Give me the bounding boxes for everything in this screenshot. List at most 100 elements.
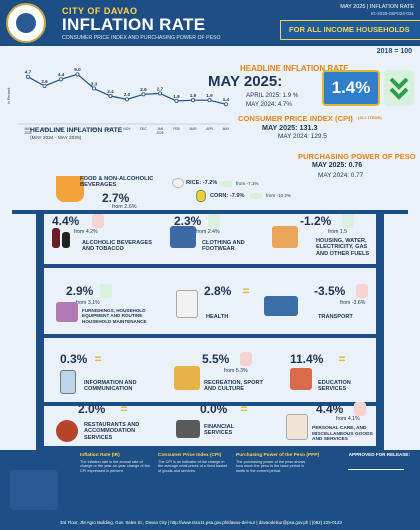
jacket-icon xyxy=(170,226,196,248)
food-from: from 2.6% xyxy=(112,204,137,210)
cpi-may-2025: MAY 2025: 131.3 xyxy=(262,123,318,132)
lotion-icon xyxy=(286,414,308,440)
commodity-label: FINANCIAL SERVICES xyxy=(204,424,235,437)
ppp-label: PURCHASING POWER OF PESO xyxy=(298,152,416,161)
x-tick-label: APR xyxy=(206,127,213,131)
x-tick-label: MAR xyxy=(189,127,197,131)
cpi-label: CONSUMER PRICE INDEX (CPI) xyxy=(238,114,353,123)
data-point xyxy=(190,98,195,103)
down-chevron-icon xyxy=(208,214,220,228)
headline-may-2024: MAY 2024: 4.7% xyxy=(246,101,292,108)
food-label: FOOD & NON-ALCOHOLIC BEVERAGES xyxy=(80,176,154,188)
x-tick-label: AUG xyxy=(74,127,81,131)
data-point xyxy=(223,102,228,107)
food-value: 2.7% xyxy=(102,191,130,205)
down-chevron-icon xyxy=(342,214,354,228)
commodity-label: EDUCATION SERVICES xyxy=(318,380,351,393)
data-label: 4.4 xyxy=(58,72,65,77)
equal-icon: = xyxy=(120,402,128,416)
data-point xyxy=(174,99,179,104)
data-point xyxy=(157,91,162,96)
up-chevron-icon xyxy=(354,402,366,416)
restaurant-icon xyxy=(56,420,78,442)
food-basket-icon xyxy=(56,176,84,202)
data-point xyxy=(141,92,146,97)
shelf-post xyxy=(376,210,384,450)
headline-may-2025: MAY 2025: xyxy=(208,73,283,90)
x-tick-label: SEP xyxy=(91,127,97,131)
commodity-value: 4.4% xyxy=(52,214,80,228)
data-label: 4.7 xyxy=(25,70,32,75)
x-tick-label: JUN xyxy=(41,127,48,131)
data-label: 2.4 xyxy=(107,89,114,94)
commodity-value: 4.4% xyxy=(316,402,344,416)
x-tick-label: JAN xyxy=(157,127,164,131)
cpi-may-2024: MAY 2024: 129.5 xyxy=(278,133,327,140)
commodity-label: RESTAURANTS AND ACCOMMODATION SERVICES xyxy=(84,422,140,441)
wine-bottle-icon xyxy=(52,228,60,248)
up-chevron-icon xyxy=(356,284,368,298)
inflation-line-chart: In Percent4.7MAY20243.6JUN4.4JUL5.0AUG3.… xyxy=(7,67,230,135)
cpi-label-all-items: (ALL ITEMS) xyxy=(358,115,382,120)
chart-title: HEADLINE INFLATION RATE xyxy=(30,127,123,134)
definition-text: The CPI is an indicator of the change in… xyxy=(158,460,228,473)
data-label: 5.0 xyxy=(74,67,81,72)
corn-icon xyxy=(196,190,206,202)
definition-title: Purchasing Power of the Peso (PPP) xyxy=(236,453,320,458)
commodity-value: -1.2% xyxy=(300,214,332,228)
commodity-label: TRANSPORT xyxy=(318,314,353,320)
data-label: 1.9 xyxy=(206,93,213,98)
headline-april-2025: APRIL 2025: 1.9 % xyxy=(246,92,299,99)
commodity-label: FURNISHINGS, HOUSEHOLD EQUIPMENT AND ROU… xyxy=(82,308,147,324)
x-tick-label: MAY xyxy=(25,127,33,131)
data-label: 1.9 xyxy=(190,93,197,98)
data-point xyxy=(42,83,47,88)
commodity-value: 2.8% xyxy=(204,284,232,298)
commodity-label: ALCOHOLIC BEVERAGES AND TOBACCO xyxy=(82,240,152,253)
up-chevron-icon xyxy=(92,214,104,228)
commodity-value: 11.4% xyxy=(290,352,324,366)
x-tick-label: 2024 xyxy=(24,131,31,135)
data-label: 3.3 xyxy=(91,81,98,86)
commodity-label: HOUSING, WATER, ELECTRICITY, GAS AND OTH… xyxy=(316,238,370,257)
page-subtitle: CONSUMER PRICE INDEX AND PURCHASING POWE… xyxy=(62,35,221,41)
phone-icon xyxy=(60,370,76,394)
books-icon xyxy=(290,368,312,390)
y-axis-label: In Percent xyxy=(7,88,11,104)
shelf-divider xyxy=(40,402,380,406)
definition-title: Consumer Price Index (CPI) xyxy=(158,453,222,458)
seal-icon xyxy=(16,13,36,33)
footer xyxy=(0,450,420,530)
commodity-value: 5.5% xyxy=(202,352,230,366)
up-chevron-icon xyxy=(240,352,252,366)
commodity-from: from 2.4% xyxy=(196,229,220,235)
commodity-value: 2.0% xyxy=(78,402,106,416)
data-label: 1.4 xyxy=(223,97,230,102)
commodity-from: from 4.1% xyxy=(336,416,360,422)
release-label: MAY 2025 | INFLATION RATE xyxy=(340,4,414,10)
clipboard-icon xyxy=(176,290,198,318)
bottle-icon xyxy=(62,232,70,248)
sofa-icon xyxy=(56,302,78,322)
data-label: 2.7 xyxy=(157,86,164,91)
shelf-post xyxy=(36,210,44,450)
down-chevron-icon xyxy=(220,181,232,187)
commodity-label: HEALTH xyxy=(206,314,229,320)
data-point xyxy=(59,77,64,82)
equal-icon: = xyxy=(338,352,346,366)
data-point xyxy=(92,86,97,91)
headline-rate-box: 1.4% xyxy=(322,70,380,106)
rice-label: RICE: -7.2% xyxy=(186,180,218,186)
commodity-from: from -3.6% xyxy=(340,300,366,306)
x-tick-label: DEC xyxy=(140,127,147,131)
commodity-label: CLOTHING AND FOOTWEAR xyxy=(202,240,245,253)
rice-icon xyxy=(172,178,184,188)
x-tick-label: NOV xyxy=(124,127,132,131)
corn-label: CORN: -7.9% xyxy=(210,193,245,199)
data-point xyxy=(25,74,30,79)
commodity-from: from 4.2% xyxy=(74,229,98,235)
definition-title: Inflation Rate (IR) xyxy=(80,453,120,458)
commodity-value: 0.3% xyxy=(60,352,88,366)
equal-icon: = xyxy=(94,352,102,366)
bus-icon xyxy=(264,296,298,316)
